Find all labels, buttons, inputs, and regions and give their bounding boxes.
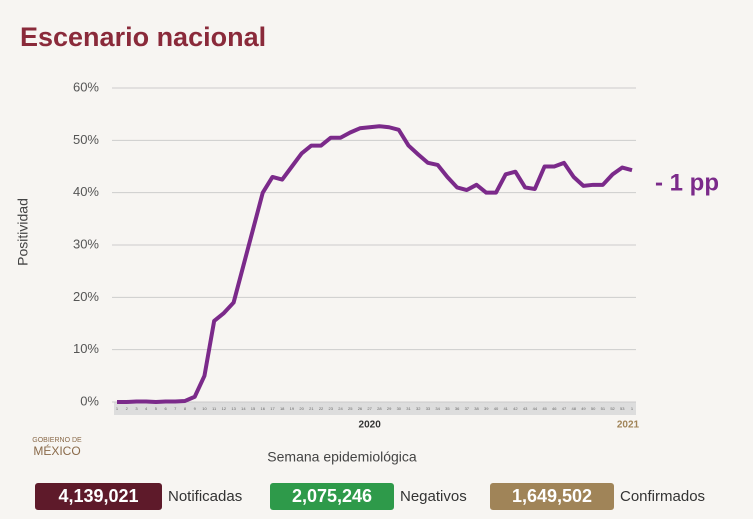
x-tick-label: 9 [194, 406, 197, 411]
x-tick-label: 45 [542, 406, 547, 411]
y-tick-label: 60% [73, 79, 99, 94]
y-tick-label: 20% [73, 289, 99, 304]
x-tick-label: 40 [494, 406, 499, 411]
x-tick-label: 42 [513, 406, 518, 411]
stat-box [35, 483, 162, 510]
x-tick-label: 27 [367, 406, 372, 411]
x-axis-band [114, 402, 636, 415]
x-tick-label: 25 [348, 406, 353, 411]
x-tick-label: 53 [620, 406, 625, 411]
x-tick-label: 32 [416, 406, 421, 411]
x-tick-label: 51 [601, 406, 606, 411]
x-tick-label: 11 [212, 406, 217, 411]
stat-box [270, 483, 394, 510]
chart-title: Escenario nacional [20, 22, 266, 52]
x-tick-label: 6 [164, 406, 167, 411]
logo-text: GOBIERNO DE [32, 437, 82, 444]
x-tick-label: 49 [581, 406, 586, 411]
x-tick-label: 41 [503, 406, 508, 411]
x-tick-label: 3 [135, 406, 138, 411]
x-tick-label: 43 [523, 406, 528, 411]
x-tick-label: 30 [397, 406, 402, 411]
x-tick-label: 8 [184, 406, 187, 411]
x-tick-label: 39 [484, 406, 489, 411]
x-tick-label: 38 [474, 406, 479, 411]
y-axis-label: Positividad [15, 198, 31, 266]
x-tick-label: 16 [261, 406, 266, 411]
year-label: 2021 [617, 420, 640, 431]
y-tick-label: 30% [73, 236, 99, 251]
x-tick-label: 1 [631, 406, 634, 411]
x-tick-label: 31 [406, 406, 411, 411]
year-label: 2020 [359, 420, 382, 431]
stat-value: 4,139,021 [58, 486, 138, 506]
y-tick-label: 10% [73, 341, 99, 356]
x-tick-label: 37 [465, 406, 470, 411]
x-tick-label: 5 [155, 406, 158, 411]
x-tick-label: 28 [377, 406, 382, 411]
x-tick-label: 17 [270, 406, 275, 411]
x-tick-label: 36 [455, 406, 460, 411]
x-axis-label: Semana epidemiológica [267, 449, 417, 465]
y-tick-label: 50% [73, 132, 99, 147]
x-tick-label: 35 [445, 406, 450, 411]
x-tick-label: 26 [358, 406, 363, 411]
x-tick-label: 19 [290, 406, 295, 411]
stat-label: Confirmados [620, 488, 705, 505]
x-tick-label: 12 [222, 406, 227, 411]
x-tick-label: 47 [562, 406, 567, 411]
data-line [117, 124, 633, 404]
x-tick-label: 24 [338, 406, 343, 411]
x-tick-label: 15 [251, 406, 256, 411]
x-tick-label: 23 [329, 406, 334, 411]
annotation: - 1 pp [655, 169, 719, 196]
y-tick-label: 0% [80, 393, 99, 408]
x-tick-label: 2 [126, 406, 129, 411]
x-tick-label: 22 [319, 406, 324, 411]
x-tick-label: 50 [591, 406, 596, 411]
x-tick-label: 7 [174, 406, 177, 411]
x-tick-label: 46 [552, 406, 557, 411]
stat-value: 2,075,246 [292, 486, 372, 506]
x-tick-label: 18 [280, 406, 285, 411]
x-tick-label: 48 [571, 406, 576, 411]
x-tick-label: 13 [231, 406, 236, 411]
logo-text: MÉXICO [33, 443, 80, 458]
x-tick-label: 33 [426, 406, 431, 411]
stat-label: Negativos [400, 488, 467, 505]
stat-value: 1,649,502 [512, 486, 592, 506]
x-tick-label: 34 [435, 406, 440, 411]
x-tick-label: 14 [241, 406, 246, 411]
x-tick-label: 20 [299, 406, 304, 411]
y-tick-label: 40% [73, 184, 99, 199]
x-tick-label: 44 [533, 406, 538, 411]
x-tick-label: 21 [309, 406, 314, 411]
stat-box [490, 483, 614, 510]
x-tick-label: 29 [387, 406, 392, 411]
x-tick-label: 4 [145, 406, 148, 411]
stat-label: Notificadas [168, 488, 242, 505]
x-tick-label: 1 [116, 406, 119, 411]
x-tick-label: 10 [202, 406, 207, 411]
x-tick-label: 52 [610, 406, 615, 411]
